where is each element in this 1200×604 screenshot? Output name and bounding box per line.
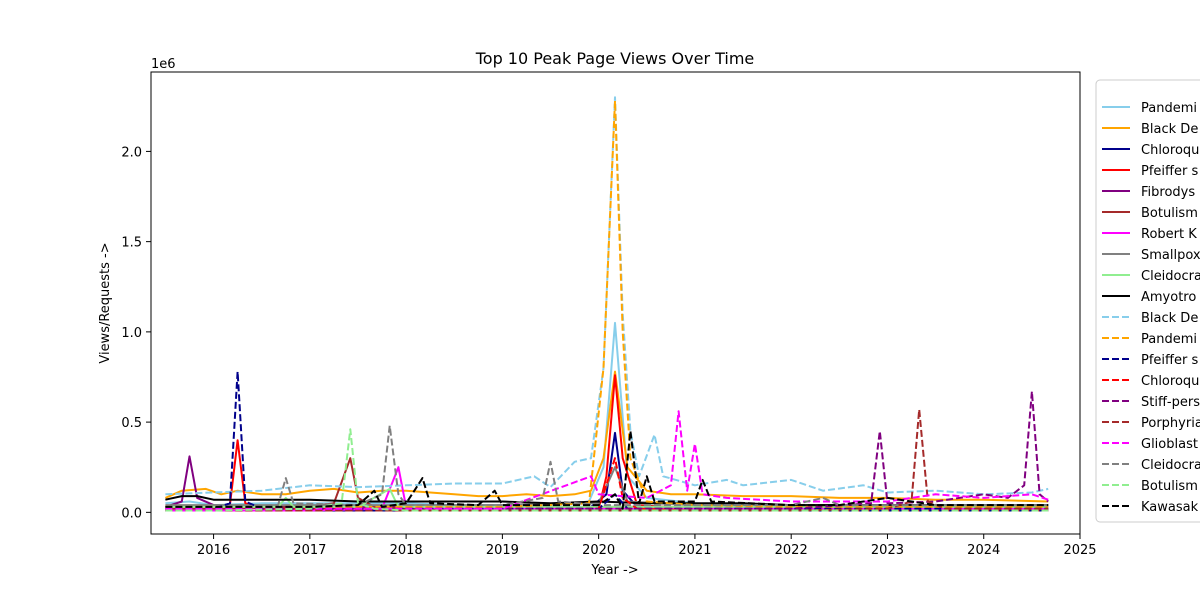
series-line-10 bbox=[165, 96, 1049, 496]
legend-label: Pfeiffer s bbox=[1141, 353, 1198, 368]
x-tick-label: 2017 bbox=[293, 543, 326, 558]
legend-label: Botulism bbox=[1141, 206, 1198, 221]
x-tick-label: 2020 bbox=[582, 543, 615, 558]
legend: Pandemi Black De Chloroqu Pfeiffer s Fibrody… bbox=[1095, 79, 1200, 523]
x-axis-ticks: 2016 2017 2018 2019 2020 2021 2022 2023 2024 2025 bbox=[197, 534, 1097, 558]
plot-frame bbox=[150, 71, 1081, 535]
legend-label: Glioblast bbox=[1141, 437, 1198, 452]
series-line-19 bbox=[165, 430, 1049, 510]
y-axis-label: Views/Requests -> bbox=[98, 242, 113, 363]
y-axis-ticks: 0.0 0.5 1.0 1.5 2.0 bbox=[121, 145, 151, 521]
legend-label: Chloroqu bbox=[1141, 143, 1199, 158]
series-line-15 bbox=[165, 408, 1049, 512]
series-line-9 bbox=[165, 495, 1049, 507]
legend-label: Botulism bbox=[1141, 479, 1198, 494]
x-tick-label: 2021 bbox=[678, 543, 711, 558]
y-tick-label: 0.5 bbox=[121, 416, 142, 431]
legend-label: Cleidocra bbox=[1141, 458, 1200, 473]
series-line-16 bbox=[165, 410, 1049, 510]
y-tick-label: 1.5 bbox=[121, 236, 142, 251]
legend-label: Cleidocra bbox=[1141, 269, 1200, 284]
x-tick-label: 2019 bbox=[486, 543, 519, 558]
x-tick-label: 2016 bbox=[197, 543, 230, 558]
legend-label: Chloroqu bbox=[1141, 374, 1199, 389]
series-line-17 bbox=[165, 424, 1049, 508]
x-tick-label: 2022 bbox=[775, 543, 808, 558]
chart-title: Top 10 Peak Page Views Over Time bbox=[475, 49, 755, 68]
y-axis-offset-text: 1e6 bbox=[151, 57, 176, 72]
x-axis-label: Year -> bbox=[590, 563, 638, 578]
legend-label: Amyotro bbox=[1141, 290, 1196, 305]
series-line-1 bbox=[164, 370, 1049, 503]
series-line-11 bbox=[165, 99, 1049, 508]
y-tick-label: 0.0 bbox=[121, 506, 142, 521]
legend-label: Pandemi bbox=[1141, 101, 1197, 116]
x-tick-label: 2024 bbox=[967, 543, 1000, 558]
y-tick-label: 2.0 bbox=[121, 145, 142, 160]
legend-label: Black De bbox=[1141, 122, 1198, 137]
legend-label: Stiff-pers bbox=[1141, 395, 1200, 410]
y-tick-label: 1.0 bbox=[121, 326, 142, 341]
x-tick-label: 2023 bbox=[871, 543, 904, 558]
legend-label: Robert K bbox=[1141, 227, 1197, 242]
x-tick-label: 2018 bbox=[390, 543, 423, 558]
x-tick-label: 2025 bbox=[1063, 543, 1096, 558]
legend-label: Fibrodys bbox=[1141, 185, 1195, 200]
legend-label: Smallpox bbox=[1141, 248, 1200, 263]
legend-label: Porphyria bbox=[1141, 416, 1200, 431]
series-layer bbox=[164, 96, 1049, 512]
legend-label: Pfeiffer s bbox=[1141, 164, 1198, 179]
legend-label: Kawasak bbox=[1141, 500, 1199, 515]
legend-label: Black De bbox=[1141, 311, 1198, 326]
legend-label: Pandemi bbox=[1141, 332, 1197, 347]
